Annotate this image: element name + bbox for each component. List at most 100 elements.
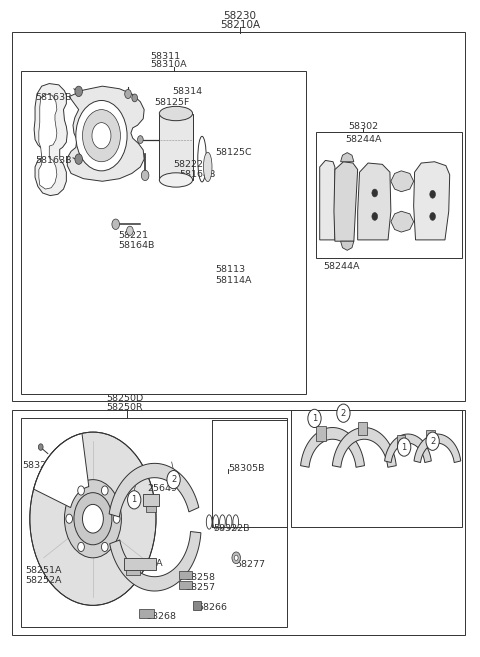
Text: 58230: 58230 — [224, 11, 256, 21]
Text: 58323: 58323 — [23, 461, 53, 470]
Polygon shape — [300, 428, 364, 467]
Bar — [143, 494, 159, 506]
Circle shape — [125, 89, 132, 99]
Circle shape — [76, 101, 127, 171]
Text: 2: 2 — [430, 437, 435, 445]
Text: 58244A: 58244A — [324, 262, 360, 271]
Text: 58302: 58302 — [348, 122, 378, 131]
Circle shape — [66, 514, 72, 523]
Circle shape — [45, 177, 56, 193]
Circle shape — [74, 493, 112, 545]
Circle shape — [430, 213, 435, 220]
Text: 1: 1 — [312, 414, 317, 423]
Text: 1: 1 — [132, 495, 137, 505]
Circle shape — [38, 444, 43, 450]
Polygon shape — [384, 434, 432, 463]
Circle shape — [78, 486, 84, 495]
Ellipse shape — [159, 173, 192, 187]
Circle shape — [127, 226, 133, 235]
Bar — [12, 32, 466, 401]
Text: 58277: 58277 — [235, 560, 265, 570]
Bar — [124, 558, 156, 570]
Text: 58221: 58221 — [118, 231, 148, 240]
Text: 58311: 58311 — [150, 52, 180, 60]
Circle shape — [132, 94, 137, 102]
Circle shape — [372, 189, 378, 197]
Circle shape — [128, 491, 141, 509]
Text: 58310A: 58310A — [150, 60, 187, 69]
Circle shape — [78, 543, 84, 551]
Circle shape — [308, 409, 321, 428]
Circle shape — [101, 543, 108, 551]
Text: 58252A: 58252A — [25, 576, 62, 585]
Text: 25649: 25649 — [147, 484, 178, 493]
Circle shape — [426, 432, 439, 450]
Text: 58210A: 58210A — [220, 20, 260, 30]
Circle shape — [232, 552, 240, 564]
Text: 58268: 58268 — [146, 612, 176, 621]
Bar — [21, 419, 288, 627]
Bar — [316, 426, 326, 441]
Circle shape — [83, 110, 120, 162]
Text: 2: 2 — [341, 409, 346, 418]
Text: 58258: 58258 — [185, 573, 216, 582]
Polygon shape — [414, 162, 450, 240]
Polygon shape — [159, 114, 192, 180]
Polygon shape — [332, 428, 396, 467]
Bar — [192, 600, 201, 610]
Text: 58164B: 58164B — [118, 241, 155, 250]
Polygon shape — [34, 434, 89, 508]
Circle shape — [397, 438, 411, 456]
Bar — [179, 581, 192, 589]
Text: 2: 2 — [171, 475, 176, 484]
Circle shape — [141, 170, 149, 181]
Text: 58164B: 58164B — [179, 170, 216, 179]
Text: 58305B: 58305B — [228, 464, 264, 473]
Polygon shape — [414, 434, 461, 463]
Text: 58314: 58314 — [173, 87, 203, 96]
Bar — [316, 132, 462, 258]
Ellipse shape — [204, 152, 212, 181]
Bar — [139, 608, 154, 618]
Text: 58113: 58113 — [216, 265, 245, 275]
Polygon shape — [110, 532, 201, 591]
Circle shape — [430, 191, 435, 198]
Bar — [426, 430, 434, 442]
Text: 58322B: 58322B — [213, 524, 250, 533]
Circle shape — [30, 432, 156, 605]
Text: 58125C: 58125C — [216, 148, 252, 157]
Text: 58114A: 58114A — [216, 276, 252, 284]
Polygon shape — [358, 163, 391, 240]
Text: 58251A: 58251A — [25, 566, 62, 576]
Text: 58250D: 58250D — [106, 394, 144, 403]
Circle shape — [137, 136, 143, 143]
Text: 58257: 58257 — [185, 583, 216, 591]
Text: 58163B: 58163B — [35, 156, 72, 165]
Polygon shape — [391, 212, 414, 232]
Circle shape — [167, 470, 180, 489]
Bar — [12, 410, 466, 635]
Polygon shape — [320, 160, 335, 240]
Text: 58312A: 58312A — [126, 558, 163, 568]
Circle shape — [83, 505, 103, 533]
Polygon shape — [109, 463, 199, 517]
Circle shape — [337, 404, 350, 422]
Bar — [21, 71, 306, 394]
Circle shape — [92, 123, 111, 148]
Polygon shape — [391, 171, 414, 192]
Bar — [291, 410, 462, 527]
Text: 58266: 58266 — [197, 603, 228, 612]
Polygon shape — [341, 152, 354, 162]
Polygon shape — [67, 86, 144, 181]
Text: 58250R: 58250R — [106, 403, 143, 412]
Bar — [396, 436, 405, 447]
Ellipse shape — [159, 106, 192, 121]
Circle shape — [372, 213, 378, 220]
Circle shape — [113, 514, 120, 523]
Bar — [358, 422, 367, 436]
Circle shape — [234, 555, 238, 560]
Polygon shape — [34, 83, 67, 196]
Polygon shape — [334, 162, 358, 241]
Text: 58222: 58222 — [174, 160, 204, 169]
Polygon shape — [39, 94, 57, 189]
